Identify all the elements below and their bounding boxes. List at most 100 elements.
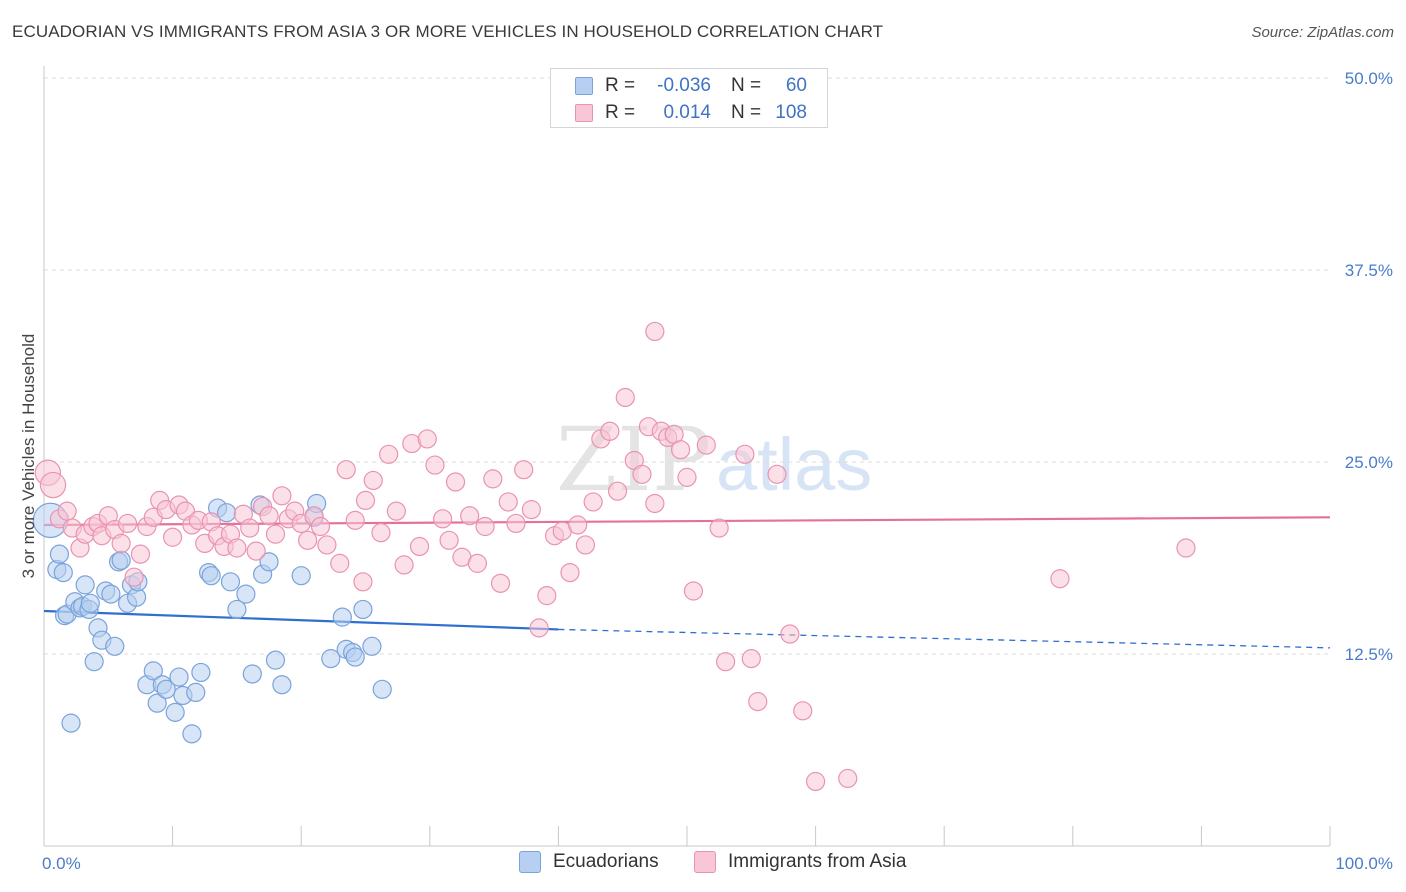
scatter-point: [201, 566, 221, 586]
scatter-point: [607, 481, 628, 501]
scatter-point: [147, 693, 167, 713]
scatter-point: [163, 527, 183, 547]
scatter-point: [490, 573, 511, 593]
scatter-point: [709, 518, 729, 538]
scatter-point: [362, 636, 382, 656]
scatter-point: [182, 724, 202, 744]
scatter-point: [632, 464, 652, 484]
scatter-point: [246, 541, 266, 561]
scatter-point: [101, 584, 121, 604]
data-points: [32, 321, 1196, 792]
scatter-point: [467, 553, 487, 573]
scatter-point: [353, 572, 373, 592]
y-axis-label: 3 or more Vehicles in Household: [19, 334, 38, 579]
series-legend-ecuadorians[interactable]: Ecuadorians: [519, 851, 659, 873]
scatter-point: [353, 599, 373, 620]
source-label: Source: ZipAtlas.com: [1251, 24, 1394, 41]
x-tick-label: 0.0%: [42, 854, 81, 873]
scatter-point: [683, 581, 704, 601]
scatter-point: [677, 467, 697, 487]
scatter-point: [317, 535, 337, 555]
trend-line-extension-0: [558, 628, 1331, 649]
scatter-point: [498, 492, 518, 512]
scatter-point: [336, 460, 356, 480]
y-tick-label: 25.0%: [1345, 453, 1393, 472]
scatter-point: [645, 493, 665, 514]
legend-n-label: N =: [731, 102, 762, 123]
scatter-point: [583, 492, 603, 512]
scatter-point: [57, 501, 77, 521]
scatter-point: [117, 513, 138, 534]
series-legend-asia[interactable]: Immigrants from Asia: [694, 851, 906, 873]
series-swatch-blue: [519, 851, 541, 873]
scatter-point: [124, 567, 144, 587]
scatter-point: [186, 682, 206, 703]
scatter-point: [156, 679, 176, 699]
scatter-point: [345, 510, 365, 530]
scatter-point: [291, 566, 311, 586]
scatter-point: [439, 530, 459, 550]
series-legend-label: Immigrants from Asia: [728, 851, 907, 872]
scatter-point: [1050, 569, 1070, 589]
series-1-points: [34, 321, 1196, 792]
scatter-point: [165, 702, 185, 722]
scatter-point: [460, 506, 480, 526]
scatter-point: [575, 535, 596, 555]
y-tick-label: 37.5%: [1345, 261, 1393, 280]
scatter-point: [386, 501, 406, 521]
scatter-point: [61, 713, 81, 733]
y-tick-label: 12.5%: [1345, 645, 1393, 664]
scatter-point: [111, 550, 131, 570]
trend-lines: [43, 516, 1331, 649]
scatter-point: [483, 469, 503, 489]
scatter-point: [80, 593, 100, 613]
series-legend: Ecuadorians Immigrants from Asia: [0, 851, 1406, 877]
legend-row-asia: R = 0.014 N = 108: [575, 101, 807, 125]
scatter-point: [272, 675, 292, 695]
scatter-point: [433, 509, 453, 529]
scatter-point: [242, 664, 262, 684]
legend-r-label: R =: [605, 102, 636, 123]
scatter-point: [321, 649, 341, 669]
scatter-point: [371, 523, 391, 543]
scatter-point: [600, 421, 620, 441]
legend-n-value: 108: [775, 102, 807, 123]
legend-n-value: 60: [785, 75, 807, 96]
scatter-point: [53, 562, 73, 583]
legend-r-value: -0.036: [657, 75, 711, 96]
scatter-point: [75, 575, 95, 595]
scatter-point: [838, 768, 858, 789]
scatter-point: [272, 486, 292, 506]
scatter-point: [514, 460, 534, 480]
scatter-point: [379, 444, 399, 464]
axes: [43, 66, 1331, 847]
scatter-point: [475, 516, 495, 537]
scatter-point: [780, 624, 800, 644]
chart-title: ECUADORIAN VS IMMIGRANTS FROM ASIA 3 OR …: [12, 22, 884, 41]
scatter-point: [537, 586, 557, 606]
scatter-point: [265, 650, 286, 670]
scatter-point: [130, 544, 151, 564]
scatter-point: [741, 649, 761, 669]
axis-labels: 12.5% 25.0% 37.5% 50.0% 0.0% 100.0% 3 or more …: [19, 69, 1393, 873]
scatter-point: [363, 470, 383, 491]
scatter-point: [259, 552, 279, 572]
scatter-point: [84, 652, 104, 672]
scatter-point: [805, 771, 826, 792]
series-swatch-pink: [694, 851, 716, 873]
scatter-point: [105, 636, 125, 656]
scatter-point: [715, 652, 736, 672]
scatter-point: [560, 562, 580, 583]
scatter-point: [220, 572, 241, 592]
scatter-point: [227, 599, 247, 620]
legend-r-value: 0.014: [663, 102, 711, 123]
trend-line-0: [43, 609, 559, 631]
scatter-point: [409, 536, 430, 557]
scatter-point: [394, 555, 414, 575]
legend-swatch-pink: [575, 104, 593, 122]
scatter-point: [645, 321, 665, 342]
scatter-point: [1176, 538, 1196, 558]
legend-n-label: N =: [731, 75, 762, 96]
scatter-point: [529, 618, 549, 638]
